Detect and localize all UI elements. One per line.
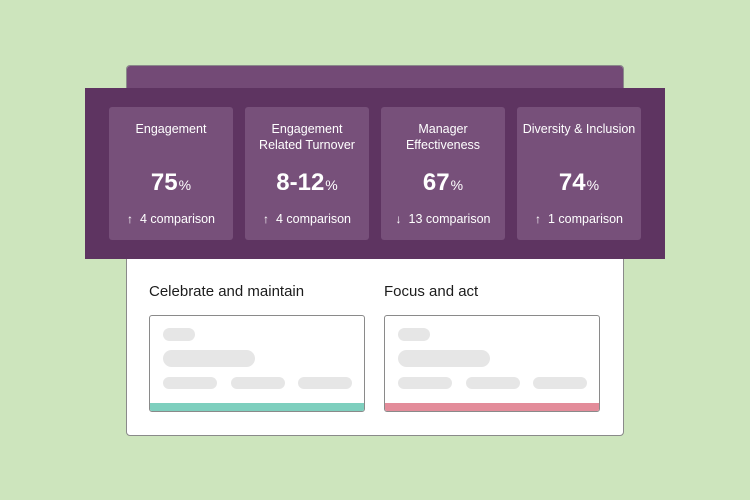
metric-value: 75% [150, 169, 192, 196]
metrics-band: Engagement 75% ↑ 4 comparison Engagement … [85, 88, 665, 259]
metric-value: 67% [422, 169, 464, 196]
placeholder-bar [533, 377, 587, 389]
metric-comparison: ↓ 13 comparison [395, 212, 491, 226]
metric-value: 74% [558, 169, 600, 196]
placeholder-bar [398, 328, 430, 341]
metric-card-manager-effectiveness[interactable]: Manager Effectiveness 67% ↓ 13 comparison [381, 107, 505, 240]
placeholder-bar [163, 328, 195, 341]
arrow-up-icon: ↑ [262, 212, 269, 226]
metric-label: Manager Effectiveness [405, 122, 481, 152]
placeholder-bar [163, 377, 217, 389]
metric-card-engagement[interactable]: Engagement 75% ↑ 4 comparison [109, 107, 233, 240]
metric-card-engagement-related-turnover[interactable]: Engagement Related Turnover 8-12% ↑ 4 com… [245, 107, 369, 240]
placeholder-bar [398, 350, 490, 367]
arrow-up-icon: ↑ [534, 212, 541, 226]
metric-unit: % [450, 177, 464, 193]
metric-comparison: ↑ 4 comparison [262, 212, 352, 226]
metric-unit: % [586, 177, 600, 193]
placeholder-bar [231, 377, 285, 389]
placeholder-bar [163, 350, 255, 367]
accent-strip [150, 403, 364, 411]
metric-unit: % [178, 177, 192, 193]
celebrate-result-card[interactable] [149, 315, 365, 412]
arrow-up-icon: ↑ [126, 212, 133, 226]
metric-value: 8-12% [276, 169, 338, 196]
metric-comparison: ↑ 1 comparison [534, 212, 624, 226]
placeholder-bar [398, 377, 452, 389]
section-title-celebrate: Celebrate and maintain [149, 283, 305, 300]
metric-label: Engagement [135, 122, 207, 136]
arrow-down-icon: ↓ [395, 212, 402, 226]
metric-label: Diversity & Inclusion [522, 122, 636, 136]
metric-card-diversity-inclusion[interactable]: Diversity & Inclusion 74% ↑ 1 comparison [517, 107, 641, 240]
section-title-focus: Focus and act [384, 283, 479, 300]
metric-unit: % [325, 177, 338, 193]
placeholder-bar [466, 377, 520, 389]
metric-comparison: ↑ 4 comparison [126, 212, 216, 226]
metric-label: Engagement Related Turnover [259, 122, 355, 152]
placeholder-bar [298, 377, 352, 389]
focus-result-card[interactable] [384, 315, 600, 412]
accent-strip [385, 403, 599, 411]
